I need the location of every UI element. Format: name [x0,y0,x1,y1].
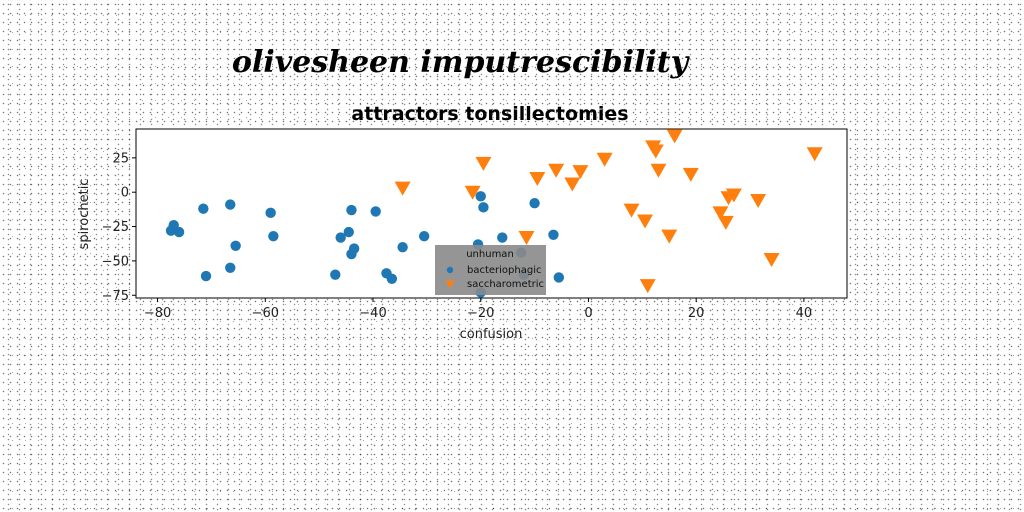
x-tick-label: 40 [796,306,813,321]
scatter-point-bacteriophagic [529,198,539,208]
x-tick-label: 20 [688,306,705,321]
scatter-point-bacteriophagic [349,243,359,253]
y-axis-label: spirochetic [77,179,92,250]
legend-label-bacteriophagic: bacteriophagic [467,265,542,276]
scatter-point-bacteriophagic [330,269,340,279]
x-tick-label: −40 [359,306,386,321]
scatter-point-bacteriophagic [174,227,184,237]
legend-title: unhuman [466,249,514,260]
figure-suptitle: olivesheen imputrescibility [232,45,691,80]
x-axis-label: confusion [460,327,523,342]
scatter-point-bacteriophagic [198,203,208,213]
y-tick-label: −50 [102,254,129,269]
x-tick-label: −20 [467,306,494,321]
y-tick-label: −75 [102,289,129,304]
scatter-point-bacteriophagic [478,202,488,212]
scatter-point-bacteriophagic [225,263,235,273]
scatter-point-bacteriophagic [344,227,354,237]
legend: unhuman bacteriophagic saccharometric [435,245,546,295]
scatter-point-bacteriophagic [201,271,211,281]
chart-title: attractors tonsillectomies [351,103,628,125]
y-axis-ticks: −75 −50 −25 0 25 [102,151,136,303]
scatter-point-bacteriophagic [265,208,275,218]
y-tick-label: 0 [121,186,129,201]
scatter-point-bacteriophagic [548,230,558,240]
scatter-point-bacteriophagic [230,241,240,251]
scatter-point-bacteriophagic [346,205,356,215]
scatter-point-bacteriophagic [397,242,407,252]
x-tick-label: −80 [144,306,171,321]
scatter-point-bacteriophagic [387,274,397,284]
scatter-point-bacteriophagic [419,231,429,241]
x-axis-ticks: −80 −60 −40 −20 0 20 40 [144,298,812,321]
scatter-point-bacteriophagic [268,231,278,241]
scatter-point-bacteriophagic [554,272,564,282]
legend-label-saccharometric: saccharometric [467,279,544,290]
scatter-point-bacteriophagic [497,232,507,242]
scatter-point-bacteriophagic [225,199,235,209]
x-tick-label: 0 [584,306,592,321]
scatter-point-bacteriophagic [370,206,380,216]
scatter-point-bacteriophagic [476,191,486,201]
x-tick-label: −60 [252,306,279,321]
legend-marker-bacteriophagic [447,267,453,273]
y-tick-label: −25 [102,220,129,235]
y-tick-label: 25 [112,151,129,166]
